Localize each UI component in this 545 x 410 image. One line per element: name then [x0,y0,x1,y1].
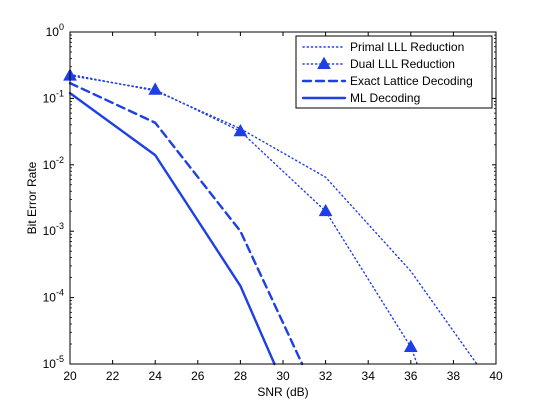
y-tick-base: 10 [43,224,57,238]
y-tick-base: 10 [43,357,57,371]
y-tick-base: 10 [43,158,57,172]
series-marker-2 [403,339,418,352]
series-marker-2 [318,203,333,217]
legend-label-4: ML Decoding [350,91,420,105]
y-tick-label: 10-4 [43,288,64,305]
legend-box [295,35,493,109]
x-tick-label: 20 [63,369,77,383]
legend-label-3: Exact Lattice Decoding [350,74,473,88]
x-tick-label: 36 [404,369,418,383]
x-tick-label: 28 [234,369,248,383]
legend-label-2: Dual LLL Reduction [350,57,455,71]
y-tick-exponent: -2 [56,155,64,165]
x-tick-labels: 20 22 24 26 28 30 32 34 36 38 40 [63,369,503,383]
series-line-4 [68,91,276,366]
y-axis-label: Bit Error Rate [25,161,39,234]
y-tick-exponent: -5 [56,354,64,364]
x-tick-label: 26 [191,369,205,383]
y-tick-label: 10-2 [43,155,64,172]
x-tick-label: 24 [149,369,163,383]
y-tick-exponent: -1 [56,88,64,98]
y-tick-label: 100 [46,22,64,39]
x-tick-label: 22 [106,369,120,383]
x-tick-label: 30 [276,369,290,383]
x-axis-label: SNR (dB) [257,385,308,399]
y-tick-base: 10 [43,91,57,105]
legend-label-1: Primal LLL Reduction [350,40,464,54]
y-tick-exponent: -4 [56,288,64,298]
y-tick-base: 10 [46,25,60,39]
y-tick-label: 10-5 [43,354,64,371]
x-tick-label: 38 [447,369,461,383]
series-line-3 [68,81,304,366]
y-tick-exponent: -3 [56,221,64,231]
series-marker-2 [233,123,248,137]
series-layer [63,68,478,366]
x-tick-label: 34 [362,369,376,383]
y-tick-base: 10 [43,291,57,305]
legend: Primal LLL Reduction Dual LLL Reduction Ex… [295,35,493,109]
series-marker-2 [148,82,163,95]
y-tick-exponent: 0 [59,22,64,32]
x-tick-label: 32 [319,369,333,383]
x-tick-label: 40 [489,369,503,383]
y-tick-label: 10-1 [43,88,64,105]
y-tick-label: 10-3 [43,221,64,238]
plot-frame [69,31,497,365]
legend-marker-2 [317,56,331,69]
